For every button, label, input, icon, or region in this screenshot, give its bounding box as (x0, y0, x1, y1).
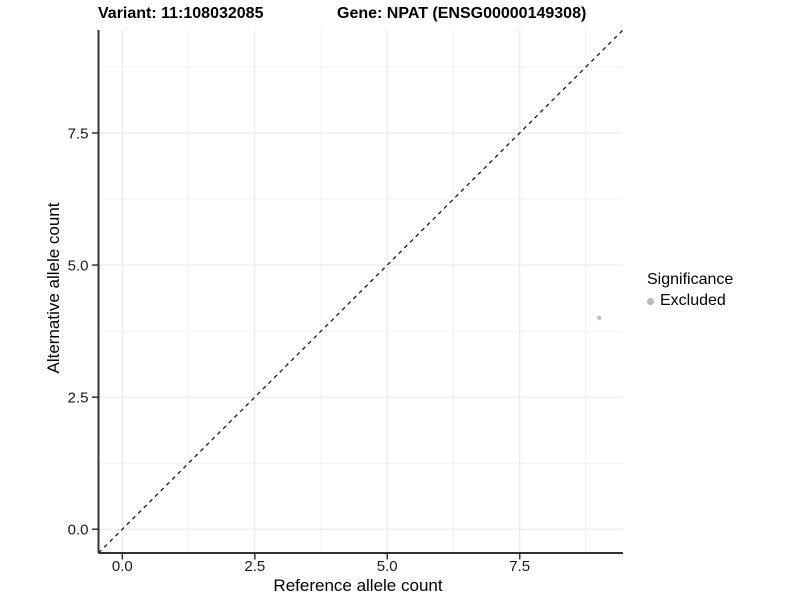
x-tick-label: 7.5 (509, 558, 530, 575)
legend-item-excluded: Excluded (643, 292, 733, 310)
legend-title: Significance (647, 271, 734, 288)
y-tick-label: 7.5 (68, 126, 89, 143)
data-point-excluded (596, 315, 602, 321)
y-tick-label: 0.0 (68, 522, 89, 539)
y-axis-title: Alternative allele count (44, 202, 63, 374)
y-tick-label: 5.0 (68, 258, 89, 275)
excluded-point-icon (647, 297, 654, 305)
x-tick-label: 0.0 (112, 558, 133, 575)
variant-title: Variant: 11:108032085 (98, 5, 264, 22)
legend: Significance Excluded (643, 271, 733, 310)
y-tick-label: 2.5 (68, 390, 89, 407)
x-axis-title: Reference allele count (273, 576, 443, 595)
x-tick-label: 2.5 (244, 558, 265, 575)
legend-item-label: Excluded (660, 292, 726, 309)
x-tick-label: 5.0 (377, 558, 398, 575)
identity-reference-line (98, 29, 624, 554)
gene-title: Gene: NPAT (ENSG00000149308) (337, 5, 587, 22)
